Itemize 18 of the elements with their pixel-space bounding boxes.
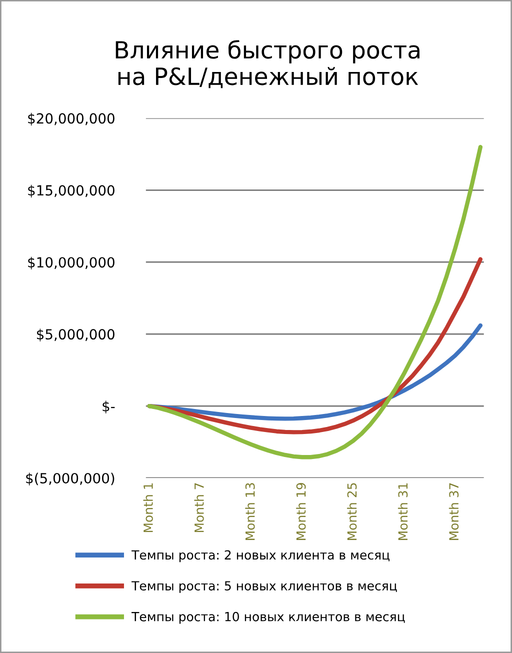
legend-label: Темпы роста: 2 новых клиента в месяц [132, 550, 390, 562]
line-series [147, 144, 483, 460]
x-tick-label: Month 37 [448, 483, 459, 540]
legend-label: Темпы роста: 5 новых клиентов в месяц [132, 581, 397, 593]
y-tick-label: $15,000,000 [28, 184, 114, 198]
y-tick-label: $10,000,000 [28, 256, 114, 270]
y-tick-label: $20,000,000 [28, 112, 114, 126]
y-tick-label: $5,000,000 [36, 328, 114, 342]
legend-label: Темпы роста: 10 новых клиентов в месяц [132, 612, 405, 624]
x-tick-label: Month 7 [194, 483, 204, 532]
x-tick-label: Month 1 [143, 483, 153, 532]
x-tick-label: Month 25 [347, 483, 357, 540]
chart-title: Влияние быстрого роста на P&L/денежный поток [116, 40, 420, 88]
x-tick-label: Month 31 [398, 483, 408, 540]
y-tick-label: $(5,000,000) [26, 472, 114, 486]
x-tick-label: Month 19 [296, 483, 306, 540]
y-tick-label: $- [102, 400, 115, 414]
x-tick-label: Month 13 [245, 483, 255, 540]
